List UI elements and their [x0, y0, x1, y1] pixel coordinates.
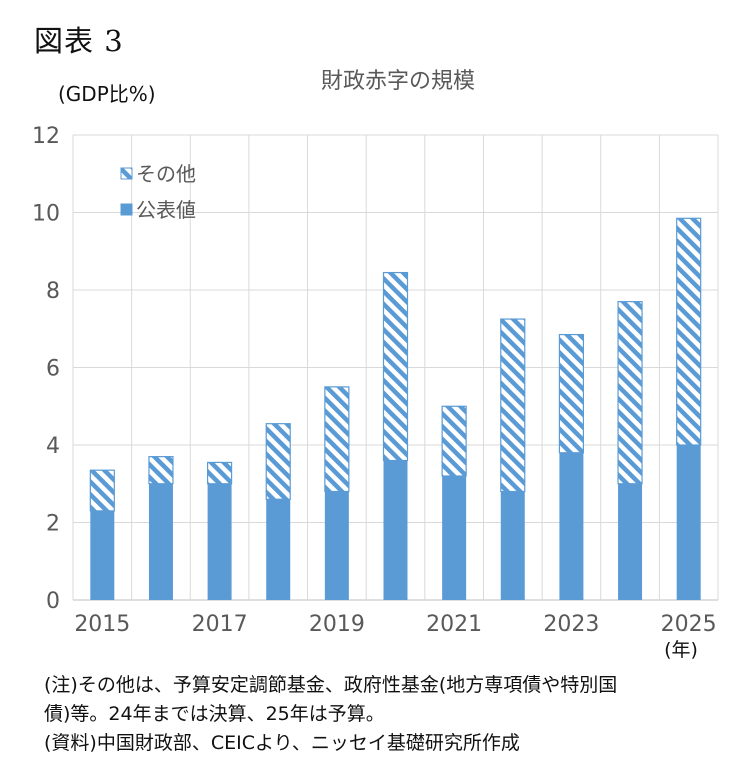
y-tick-label: 2 — [46, 512, 60, 537]
bar-official-2022 — [500, 491, 525, 600]
bar-official-2024 — [618, 483, 643, 600]
bar-official-2016 — [148, 483, 173, 600]
legend-swatch — [120, 203, 133, 216]
bar-official-2018 — [266, 499, 291, 600]
legend-label: その他 — [136, 162, 196, 186]
bar-official-2015 — [90, 510, 115, 600]
y-tick-label: 8 — [46, 279, 60, 304]
figure-label: 図表 3 — [34, 24, 124, 58]
bar-other-2019 — [324, 386, 350, 493]
bar-official-2019 — [324, 491, 349, 600]
bar-other-2018 — [265, 423, 291, 500]
x-tick-label: 2015 — [74, 612, 130, 637]
bar-other-2023 — [558, 333, 585, 454]
x-tick-label: 2023 — [543, 612, 599, 637]
legend-label: 公表値 — [136, 198, 196, 222]
y-tick-label: 0 — [46, 589, 60, 614]
x-tick-label: 2019 — [309, 612, 365, 637]
bar-other-2025 — [676, 217, 702, 446]
legend-swatch — [120, 167, 133, 180]
x-tick-label: 2021 — [426, 612, 482, 637]
note-line-2: 債)等。24年までは決算、25年は予算。 — [44, 703, 385, 725]
bar-other-2017 — [206, 461, 233, 485]
bar-other-2016 — [148, 456, 174, 485]
bar-official-2020 — [383, 460, 408, 600]
bar-official-2021 — [442, 476, 467, 600]
x-axis-label: (年) — [664, 639, 698, 661]
bar-official-2023 — [559, 452, 584, 600]
bar-other-2015 — [89, 469, 115, 512]
source-line: (資料)中国財政部、CEICより、ニッセイ基礎研究所作成 — [44, 732, 520, 754]
bar-official-2017 — [207, 483, 232, 600]
note-line-1: (注)その他は、予算安定調節基金、政府性基金(地方専項債や特別国 — [44, 674, 618, 696]
y-tick-labels: 0 2 4 6 8 10 12 — [32, 124, 60, 614]
bar-other-2020 — [382, 271, 409, 462]
y-tick-label: 10 — [32, 202, 60, 227]
x-tick-label: 2025 — [661, 612, 717, 637]
bar-other-2024 — [617, 301, 643, 485]
y-tick-label: 12 — [32, 124, 60, 149]
x-tick-label: 2017 — [192, 612, 248, 637]
x-tick-labels: 2015 2017 2019 2021 2023 2025 — [74, 612, 716, 637]
y-axis-label: (GDP比%) — [58, 82, 156, 106]
bar-other-2022 — [500, 318, 526, 493]
y-tick-label: 4 — [46, 434, 60, 459]
bars — [89, 217, 702, 600]
bar-official-2025 — [676, 445, 701, 600]
chart-title: 財政赤字の規模 — [321, 69, 475, 94]
bar-other-2021 — [441, 405, 467, 477]
y-tick-label: 6 — [46, 357, 60, 382]
